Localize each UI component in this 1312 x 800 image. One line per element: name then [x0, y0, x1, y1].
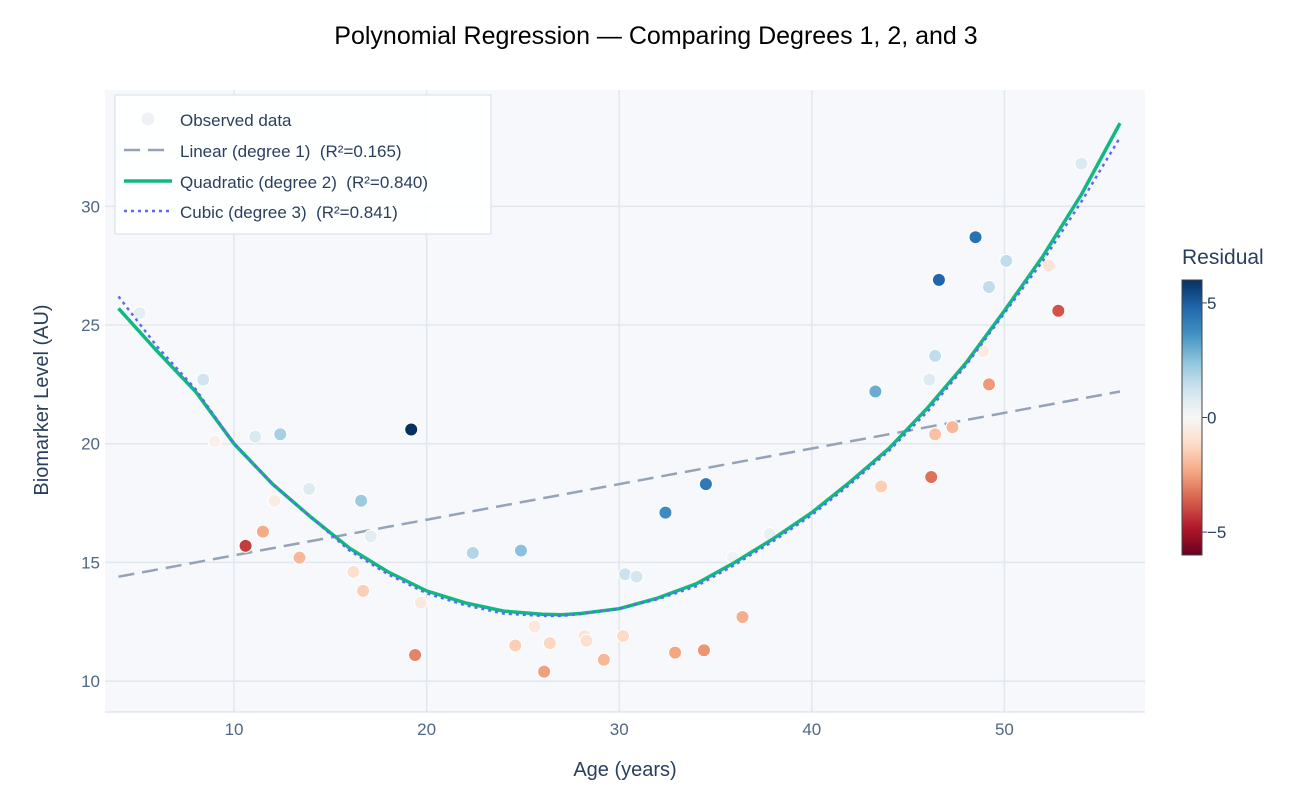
legend-observed-label: Observed data [180, 111, 292, 130]
legend-linear-label: Linear (degree 1) (R²=0.165) [180, 142, 402, 161]
data-point [207, 434, 222, 449]
data-point [616, 629, 631, 644]
data-point [668, 645, 683, 660]
data-point [404, 422, 419, 437]
chart-title: Polynomial Regression — Comparing Degree… [334, 22, 977, 50]
data-point [248, 429, 263, 444]
x-axis-ticks: 10 20 30 40 50 [225, 720, 1014, 739]
data-point [514, 543, 528, 558]
data-point [465, 545, 480, 560]
data-point [363, 529, 378, 544]
data-point [542, 636, 557, 651]
data-point [267, 493, 282, 508]
data-point [255, 524, 270, 539]
data-point [413, 595, 428, 610]
x-tick-label: 20 [417, 720, 436, 739]
data-point [196, 372, 211, 387]
y-tick-label: 15 [81, 553, 100, 572]
data-point [292, 550, 307, 565]
legend-observed-marker [141, 112, 155, 126]
observed-points [132, 156, 1089, 679]
data-point [508, 638, 523, 653]
data-point [982, 377, 996, 392]
colorbar-gradient [1181, 279, 1203, 556]
data-point [874, 479, 889, 494]
data-point [618, 567, 632, 582]
data-point [968, 230, 983, 245]
x-tick-label: 50 [995, 720, 1014, 739]
data-point [1074, 156, 1089, 171]
data-point [658, 505, 673, 520]
x-tick-label: 40 [802, 720, 821, 739]
data-point [999, 253, 1014, 268]
data-point [408, 648, 423, 663]
cubic-fit-line [117, 136, 1122, 618]
data-point [696, 643, 711, 658]
y-tick-label: 10 [81, 672, 100, 691]
colorbar-tick-label: 0 [1207, 409, 1216, 428]
data-point [931, 272, 946, 287]
legend-box [114, 94, 492, 235]
data-point [698, 477, 713, 492]
legend-cubic-label: Cubic (degree 3) (R²=0.841) [180, 203, 398, 222]
colorbar-tick-label: −5 [1207, 523, 1226, 542]
y-axis-title: Biomarker Level (AU) [31, 304, 53, 495]
data-point [982, 280, 996, 295]
data-point [1051, 303, 1066, 318]
y-tick-label: 30 [81, 197, 100, 216]
colorbar: Residual 5 0 −5 [1181, 246, 1264, 556]
grid-lines [105, 90, 1145, 712]
data-point [928, 348, 943, 363]
data-point [596, 652, 611, 667]
x-tick-label: 30 [610, 720, 629, 739]
data-point [346, 564, 361, 579]
data-point [868, 384, 883, 399]
data-point [945, 420, 960, 435]
data-point [735, 610, 750, 625]
legend: Observed data Linear (degree 1) (R²=0.16… [114, 94, 492, 235]
data-point [1041, 258, 1056, 273]
y-tick-label: 20 [81, 435, 100, 454]
x-tick-label: 10 [225, 720, 244, 739]
data-point [537, 664, 552, 679]
data-point [579, 633, 594, 648]
data-point [928, 427, 943, 442]
legend-quadratic-label: Quadratic (degree 2) (R²=0.840) [180, 173, 428, 192]
colorbar-title: Residual [1182, 246, 1264, 269]
data-point [924, 469, 939, 484]
data-point [302, 481, 317, 496]
data-point [238, 538, 253, 553]
x-axis-title: Age (years) [573, 759, 676, 781]
y-tick-label: 25 [81, 316, 100, 335]
data-point [527, 619, 542, 634]
colorbar-tick-label: 5 [1207, 294, 1216, 313]
data-point [356, 583, 371, 598]
colorbar-ticks: 5 0 −5 [1202, 294, 1226, 542]
y-axis-ticks: 10 15 20 25 30 [81, 197, 100, 691]
data-point [273, 427, 288, 442]
data-point [922, 372, 937, 387]
data-point [354, 493, 369, 508]
data-point [132, 306, 147, 321]
data-point [629, 569, 644, 584]
